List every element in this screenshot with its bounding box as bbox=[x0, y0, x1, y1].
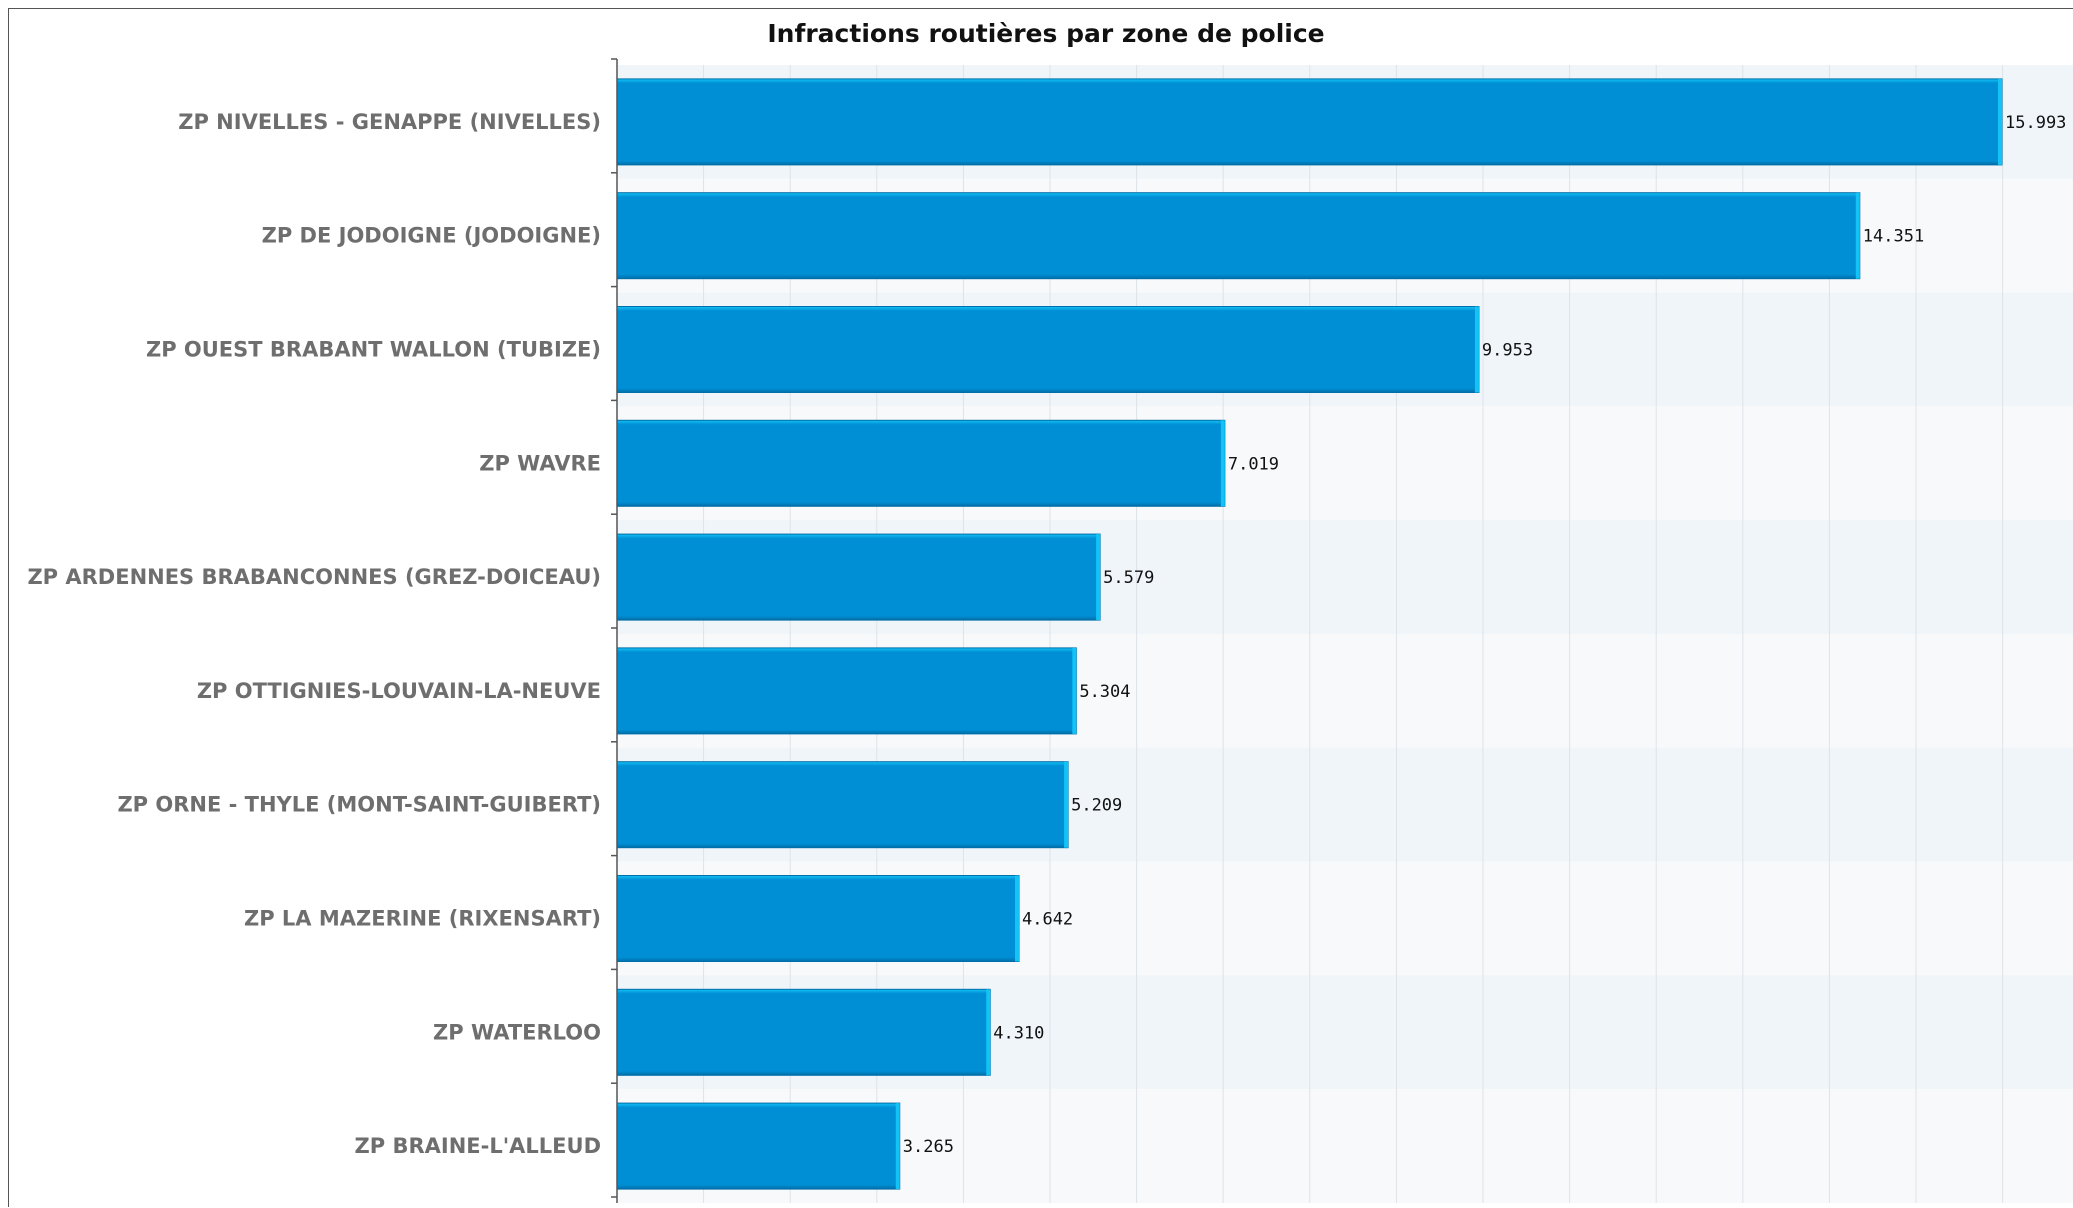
value-labels: 15.993 14.351 9.953 7.019 5.579 5.304 5.209 4.6… bbox=[903, 113, 2067, 1157]
category-label: ZP OTTIGNIES-LOUVAIN-LA-NEUVE bbox=[197, 679, 601, 703]
bar bbox=[616, 192, 1861, 280]
value-label: 5.304 bbox=[1079, 682, 1130, 702]
bar-edge bbox=[1014, 875, 1019, 962]
bar-edge bbox=[895, 1103, 900, 1190]
category-label: ZP ARDENNES BRABANCONNES (GREZ-DOICEAU) bbox=[27, 565, 601, 589]
bar bbox=[616, 78, 2003, 166]
bar-edge bbox=[986, 989, 991, 1076]
category-label: ZP NIVELLES - GENAPPE (NIVELLES) bbox=[178, 110, 601, 134]
value-label: 3.265 bbox=[903, 1137, 954, 1157]
bar-edge bbox=[1998, 78, 2002, 165]
bar bbox=[616, 761, 1069, 849]
value-label: 5.209 bbox=[1071, 796, 1122, 816]
category-label: ZP WATERLOO bbox=[433, 1020, 601, 1044]
chart-title: Infractions routières par zone de police bbox=[767, 19, 1324, 48]
bar bbox=[616, 1102, 901, 1190]
bar bbox=[616, 647, 1077, 735]
category-label: ZP LA MAZERINE (RIXENSART) bbox=[244, 907, 601, 931]
value-label: 4.642 bbox=[1022, 910, 1073, 930]
value-label: 4.310 bbox=[993, 1023, 1044, 1043]
bar bbox=[616, 875, 1020, 962]
bar-chart: ZP NIVELLES - GENAPPE (NIVELLES) ZP DE JO… bbox=[27, 19, 2073, 1203]
bar-edge bbox=[1096, 534, 1101, 621]
bar bbox=[616, 419, 1226, 507]
bar bbox=[616, 988, 991, 1076]
bar bbox=[616, 306, 1480, 393]
category-label: ZP BRAINE-L'ALLEUD bbox=[355, 1134, 601, 1158]
bar-edge bbox=[1474, 306, 1479, 393]
bar-edge bbox=[1072, 647, 1077, 734]
category-label: ZP OUEST BRABANT WALLON (TUBIZE) bbox=[146, 338, 601, 362]
bars bbox=[616, 78, 2003, 1190]
chart-frame: ZP NIVELLES - GENAPPE (NIVELLES) ZP DE JO… bbox=[8, 8, 2073, 1207]
bar-edge bbox=[1855, 192, 1860, 279]
value-label: 14.351 bbox=[1863, 227, 1924, 247]
bar-edge bbox=[1220, 420, 1225, 507]
value-label: 15.993 bbox=[2005, 113, 2066, 133]
y-axis bbox=[611, 58, 618, 1203]
value-label: 5.579 bbox=[1103, 568, 1154, 588]
bar-edge bbox=[1064, 761, 1069, 848]
category-labels: ZP NIVELLES - GENAPPE (NIVELLES) ZP DE JO… bbox=[27, 110, 601, 1158]
category-label: ZP WAVRE bbox=[479, 451, 601, 475]
category-label: ZP DE JODOIGNE (JODOIGNE) bbox=[262, 224, 601, 248]
category-label: ZP ORNE - THYLE (MONT-SAINT-GUIBERT) bbox=[117, 793, 601, 817]
bar bbox=[616, 533, 1101, 621]
value-label: 9.953 bbox=[1482, 341, 1533, 361]
value-label: 7.019 bbox=[1228, 454, 1279, 474]
